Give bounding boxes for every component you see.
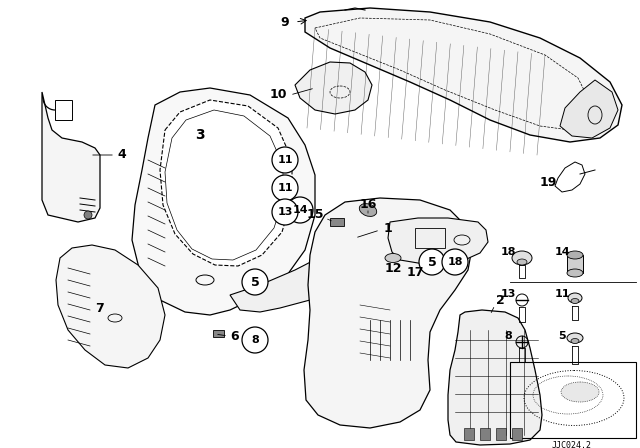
Polygon shape bbox=[42, 92, 100, 222]
Ellipse shape bbox=[567, 269, 583, 277]
Polygon shape bbox=[213, 330, 224, 337]
Circle shape bbox=[287, 197, 313, 223]
Polygon shape bbox=[330, 218, 344, 226]
Text: 19: 19 bbox=[540, 176, 557, 189]
Ellipse shape bbox=[385, 254, 401, 263]
Text: 1: 1 bbox=[383, 221, 392, 234]
Text: 9: 9 bbox=[281, 16, 289, 29]
Text: 13: 13 bbox=[500, 289, 516, 299]
Polygon shape bbox=[480, 428, 490, 440]
Polygon shape bbox=[567, 255, 583, 273]
Circle shape bbox=[84, 211, 92, 219]
Circle shape bbox=[442, 249, 468, 275]
Polygon shape bbox=[388, 218, 488, 265]
Polygon shape bbox=[464, 428, 474, 440]
Text: 6: 6 bbox=[230, 329, 239, 343]
Circle shape bbox=[242, 269, 268, 295]
Text: 5: 5 bbox=[558, 331, 566, 341]
Polygon shape bbox=[295, 62, 372, 114]
Circle shape bbox=[272, 175, 298, 201]
Polygon shape bbox=[512, 428, 522, 440]
Text: 2: 2 bbox=[495, 293, 504, 306]
Text: 13: 13 bbox=[277, 207, 292, 217]
Text: 14: 14 bbox=[554, 247, 570, 257]
Polygon shape bbox=[132, 88, 315, 315]
Text: 16: 16 bbox=[359, 198, 377, 211]
Text: 11: 11 bbox=[554, 289, 570, 299]
Ellipse shape bbox=[359, 203, 377, 216]
Polygon shape bbox=[56, 245, 165, 368]
Text: 18: 18 bbox=[447, 257, 463, 267]
Text: JJC024.2: JJC024.2 bbox=[552, 440, 592, 448]
Circle shape bbox=[242, 327, 268, 353]
Polygon shape bbox=[304, 198, 472, 428]
Ellipse shape bbox=[568, 293, 582, 303]
Text: 5: 5 bbox=[251, 276, 259, 289]
Text: 5: 5 bbox=[428, 255, 436, 268]
Circle shape bbox=[272, 199, 298, 225]
Ellipse shape bbox=[571, 298, 579, 303]
Polygon shape bbox=[496, 428, 506, 440]
Ellipse shape bbox=[561, 382, 599, 402]
Polygon shape bbox=[230, 228, 420, 312]
Polygon shape bbox=[160, 100, 292, 266]
Text: 8: 8 bbox=[251, 335, 259, 345]
Text: 12: 12 bbox=[384, 262, 402, 275]
Ellipse shape bbox=[571, 339, 579, 344]
Ellipse shape bbox=[512, 251, 532, 265]
Circle shape bbox=[272, 147, 298, 173]
Text: 8: 8 bbox=[504, 331, 512, 341]
Text: 15: 15 bbox=[307, 208, 324, 221]
Text: 3: 3 bbox=[195, 128, 205, 142]
Text: 11: 11 bbox=[277, 155, 292, 165]
Ellipse shape bbox=[567, 333, 583, 343]
Text: 7: 7 bbox=[95, 302, 104, 314]
Polygon shape bbox=[305, 8, 622, 142]
Text: 14: 14 bbox=[292, 205, 308, 215]
Text: 17: 17 bbox=[406, 266, 424, 279]
Text: 18: 18 bbox=[500, 247, 516, 257]
Text: 4: 4 bbox=[118, 148, 126, 161]
Circle shape bbox=[419, 249, 445, 275]
Polygon shape bbox=[560, 80, 618, 138]
Ellipse shape bbox=[517, 259, 527, 265]
Ellipse shape bbox=[567, 251, 583, 259]
Text: 10: 10 bbox=[269, 89, 287, 102]
Polygon shape bbox=[448, 310, 542, 445]
Text: 11: 11 bbox=[277, 183, 292, 193]
